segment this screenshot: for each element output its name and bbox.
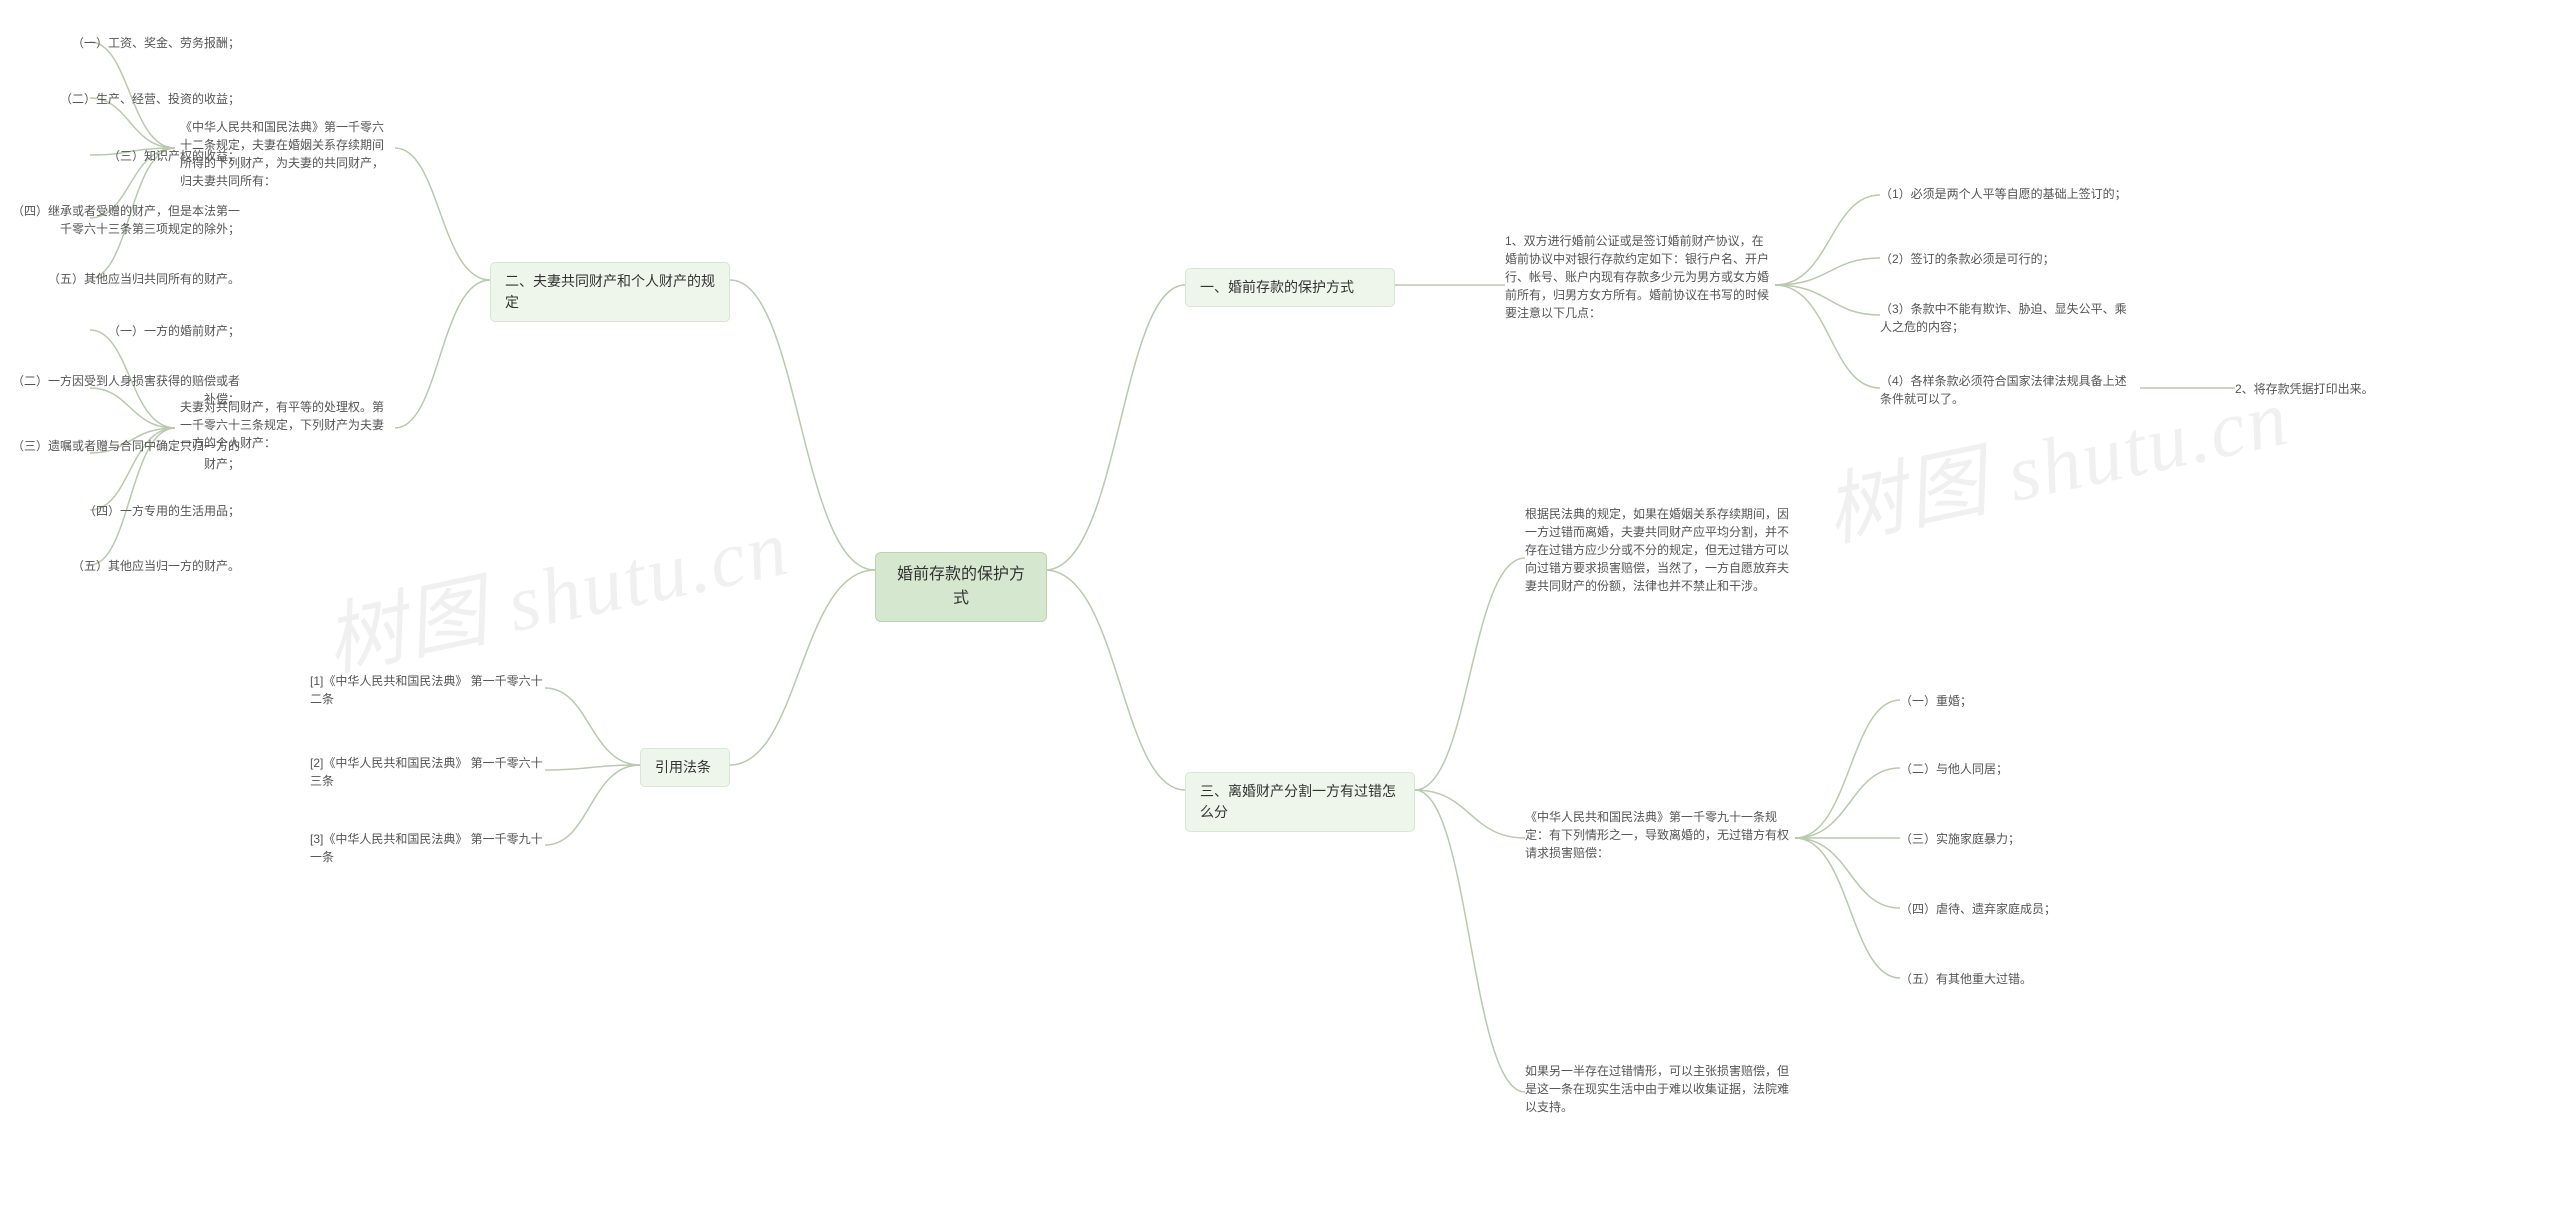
leaf-b2-n1-c3[interactable]: （三）知识产权的收益； <box>30 147 240 165</box>
leaf-b2-n1-c4[interactable]: （四）继承或者受赠的财产，但是本法第一千零六十三条第三项规定的除外； <box>10 202 240 238</box>
watermark: 树图 shutu.cn <box>313 482 798 693</box>
node-b3-n3[interactable]: 如果另一半存在过错情形，可以主张损害赔偿，但是这一条在现实生活中由于难以收集证据… <box>1525 1062 1795 1116</box>
leaf-b4-c1[interactable]: [1]《中华人民共和国民法典》 第一千零六十二条 <box>310 672 545 708</box>
branch-protection-methods[interactable]: 一、婚前存款的保护方式 <box>1185 268 1395 307</box>
node-b1-n1[interactable]: 1、双方进行婚前公证或是签订婚前财产协议，在婚前协议中对银行存款约定如下：银行户… <box>1505 232 1775 322</box>
root-node[interactable]: 婚前存款的保护方式 <box>875 552 1047 622</box>
leaf-b1-c4-ext[interactable]: 2、将存款凭据打印出来。 <box>2235 380 2405 398</box>
branch-joint-property[interactable]: 二、夫妻共同财产和个人财产的规定 <box>490 262 730 322</box>
leaf-b3-c5[interactable]: （五）有其他重大过错。 <box>1900 970 2100 988</box>
leaf-b3-c4[interactable]: （四）虐待、遗弃家庭成员； <box>1900 900 2100 918</box>
leaf-b2-n2-c3[interactable]: （三）遗嘱或者赠与合同中确定只归一方的财产； <box>10 437 240 473</box>
branch-divorce-fault[interactable]: 三、离婚财产分割一方有过错怎么分 <box>1185 772 1415 832</box>
branch-cited-law[interactable]: 引用法条 <box>640 748 730 787</box>
leaf-b4-c2[interactable]: [2]《中华人民共和国民法典》 第一千零六十三条 <box>310 754 545 790</box>
leaf-b1-c4[interactable]: （4）各样条款必须符合国家法律法规具备上述条件就可以了。 <box>1880 372 2130 408</box>
leaf-b4-c3[interactable]: [3]《中华人民共和国民法典》 第一千零九十一条 <box>310 830 545 866</box>
leaf-b1-c3[interactable]: （3）条款中不能有欺诈、胁迫、显失公平、乘人之危的内容； <box>1880 300 2130 336</box>
leaf-b2-n2-c1[interactable]: （一）一方的婚前财产； <box>30 322 240 340</box>
leaf-b2-n1-c1[interactable]: （一）工资、奖金、劳务报酬； <box>30 34 240 52</box>
leaf-b2-n2-c2[interactable]: （二）一方因受到人身损害获得的赔偿或者补偿； <box>10 372 240 408</box>
leaf-b2-n2-c4[interactable]: （四）一方专用的生活用品； <box>30 502 240 520</box>
leaf-b3-c1[interactable]: （一）重婚； <box>1900 692 2080 710</box>
node-b3-n2[interactable]: 《中华人民共和国民法典》第一千零九十一条规定：有下列情形之一，导致离婚的，无过错… <box>1525 808 1795 862</box>
leaf-b2-n1-c5[interactable]: （五）其他应当归共同所有的财产。 <box>30 270 240 288</box>
mindmap-canvas: 树图 shutu.cn 树图 shutu.cn <box>0 0 2560 1207</box>
leaf-b3-c2[interactable]: （二）与他人同居； <box>1900 760 2080 778</box>
leaf-b3-c3[interactable]: （三）实施家庭暴力； <box>1900 830 2080 848</box>
node-b3-n1[interactable]: 根据民法典的规定，如果在婚姻关系存续期间，因一方过错而离婚，夫妻共同财产应平均分… <box>1525 505 1795 595</box>
leaf-b2-n2-c5[interactable]: （五）其他应当归一方的财产。 <box>30 557 240 575</box>
leaf-b1-c2[interactable]: （2）签订的条款必须是可行的； <box>1880 250 2130 268</box>
leaf-b2-n1-c2[interactable]: （二）生产、经营、投资的收益； <box>30 90 240 108</box>
leaf-b1-c1[interactable]: （1）必须是两个人平等自愿的基础上签订的； <box>1880 185 2130 203</box>
